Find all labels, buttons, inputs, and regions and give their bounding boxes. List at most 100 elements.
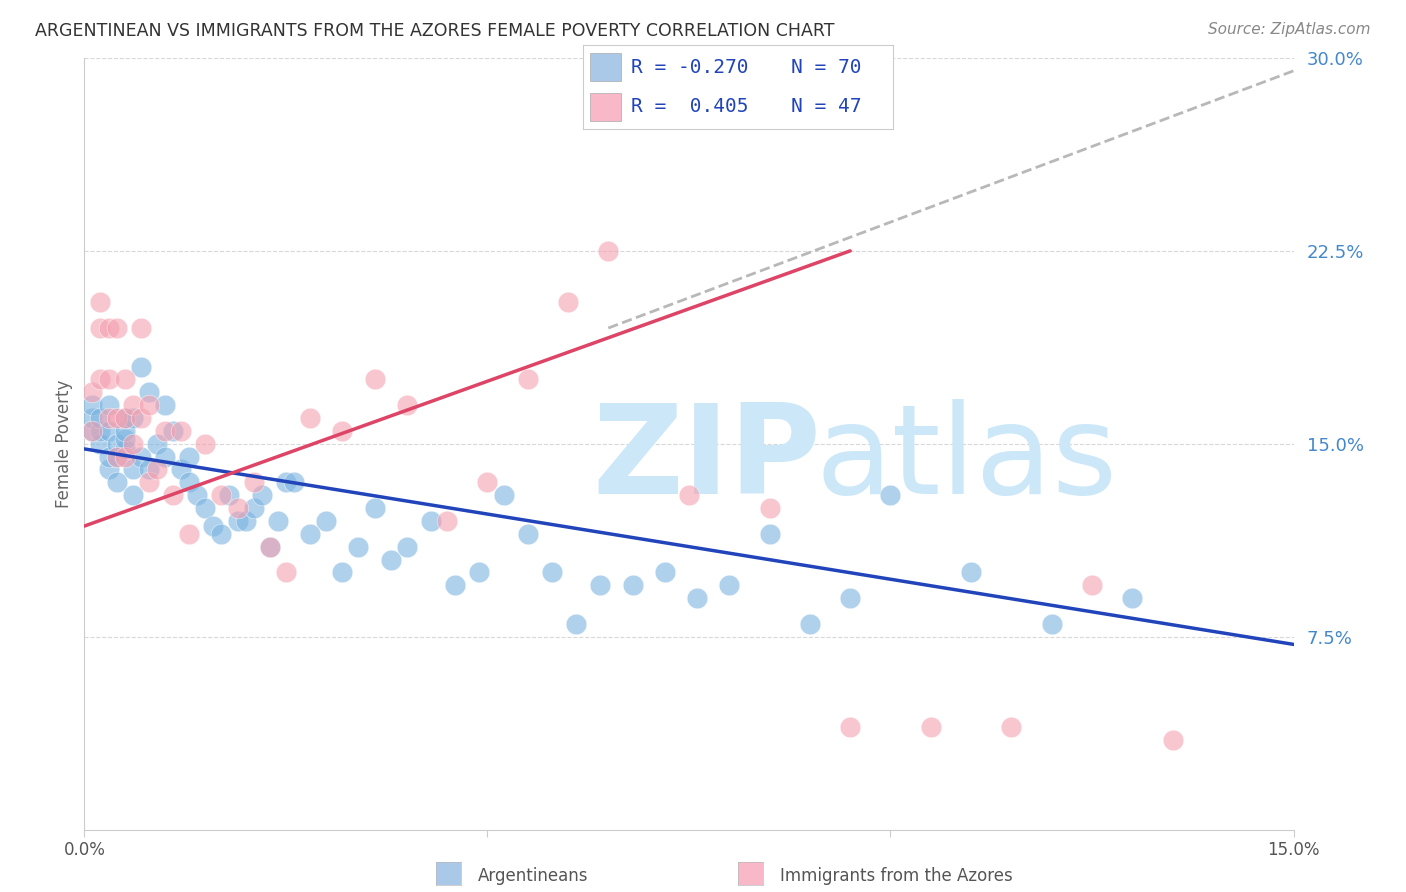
Point	[799, 616, 821, 631]
Point	[105, 450, 128, 464]
Point	[718, 578, 741, 592]
Point	[242, 475, 264, 490]
Point	[598, 244, 620, 258]
Point	[235, 514, 257, 528]
Point	[686, 591, 709, 605]
Point	[97, 398, 120, 412]
Text: ARGENTINEAN VS IMMIGRANTS FROM THE AZORES FEMALE POVERTY CORRELATION CHART: ARGENTINEAN VS IMMIGRANTS FROM THE AZORE…	[35, 22, 835, 40]
Point	[299, 411, 322, 425]
Point	[259, 540, 281, 554]
Point	[395, 540, 418, 554]
Point	[621, 578, 644, 592]
Point	[1040, 616, 1063, 631]
Point	[363, 372, 385, 386]
Point	[226, 514, 249, 528]
Point	[114, 424, 136, 438]
Point	[492, 488, 515, 502]
Point	[105, 436, 128, 450]
Point	[114, 442, 136, 456]
Point	[114, 411, 136, 425]
Text: ZIP: ZIP	[592, 399, 821, 520]
Point	[138, 462, 160, 476]
Point	[162, 488, 184, 502]
Point	[330, 566, 353, 580]
Point	[267, 514, 290, 528]
Point	[541, 566, 564, 580]
Point	[565, 616, 588, 631]
Point	[97, 372, 120, 386]
Point	[420, 514, 443, 528]
Point	[436, 514, 458, 528]
Text: Source: ZipAtlas.com: Source: ZipAtlas.com	[1208, 22, 1371, 37]
Point	[82, 385, 104, 400]
Point	[242, 501, 264, 516]
Point	[363, 501, 385, 516]
Point	[1081, 578, 1104, 592]
Point	[121, 488, 143, 502]
Point	[879, 488, 901, 502]
Point	[114, 372, 136, 386]
Point	[250, 488, 273, 502]
Bar	[589, 54, 620, 81]
Point	[105, 475, 128, 490]
Text: N = 47: N = 47	[790, 97, 862, 116]
Point	[121, 462, 143, 476]
Point	[839, 591, 862, 605]
Point	[477, 475, 499, 490]
Point	[89, 424, 111, 438]
Point	[121, 411, 143, 425]
Point	[121, 398, 143, 412]
Point	[170, 462, 193, 476]
Point	[129, 450, 152, 464]
Text: R = -0.270: R = -0.270	[631, 58, 749, 77]
Point	[105, 411, 128, 425]
Point	[330, 424, 353, 438]
Point	[209, 526, 232, 541]
Point	[194, 436, 217, 450]
Text: Immigrants from the Azores: Immigrants from the Azores	[780, 867, 1014, 885]
Point	[89, 436, 111, 450]
Point	[186, 488, 208, 502]
Text: R =  0.405: R = 0.405	[631, 97, 749, 116]
Point	[97, 462, 120, 476]
Point	[444, 578, 467, 592]
Text: 15.0%: 15.0%	[1267, 840, 1320, 859]
Point	[170, 424, 193, 438]
Point	[89, 372, 111, 386]
Point	[82, 411, 104, 425]
Point	[920, 720, 942, 734]
Point	[468, 566, 491, 580]
Point	[758, 526, 780, 541]
Point	[121, 436, 143, 450]
Point	[516, 372, 538, 386]
Point	[516, 526, 538, 541]
Point	[153, 398, 176, 412]
Point	[194, 501, 217, 516]
Point	[82, 424, 104, 438]
Text: atlas: atlas	[815, 399, 1118, 520]
Point	[179, 475, 201, 490]
Point	[89, 295, 111, 310]
Point	[89, 321, 111, 335]
Point	[557, 295, 579, 310]
Point	[114, 432, 136, 446]
Point	[97, 450, 120, 464]
Point	[114, 411, 136, 425]
Point	[202, 519, 225, 533]
Bar	[589, 93, 620, 120]
Point	[138, 398, 160, 412]
Point	[114, 450, 136, 464]
Point	[97, 424, 120, 438]
Point	[146, 462, 169, 476]
Point	[129, 321, 152, 335]
Point	[129, 359, 152, 374]
Point	[218, 488, 240, 502]
Point	[97, 411, 120, 425]
Point	[153, 450, 176, 464]
Point	[259, 540, 281, 554]
Point	[347, 540, 370, 554]
Point	[283, 475, 305, 490]
Point	[315, 514, 337, 528]
Point	[146, 436, 169, 450]
Point	[960, 566, 983, 580]
